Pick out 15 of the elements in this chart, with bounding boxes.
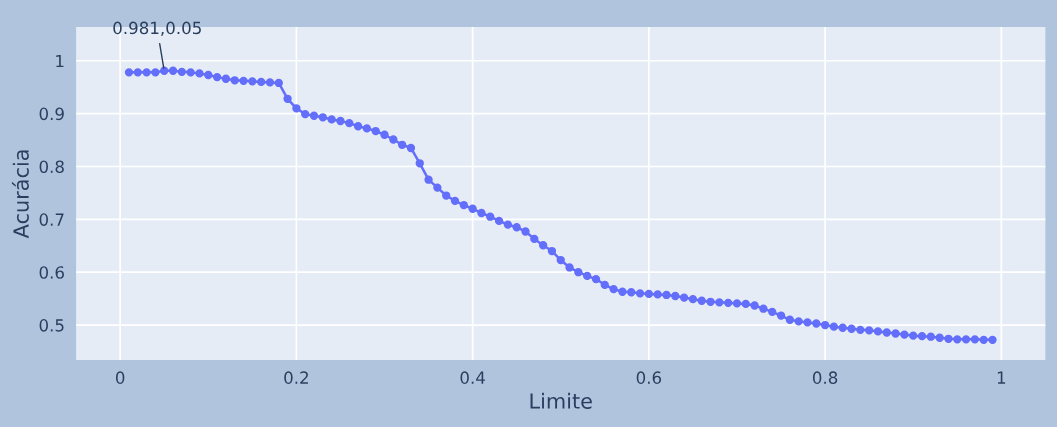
x-tick-label: 0.4 [460, 371, 485, 384]
y-tick-label: 0.9 [39, 107, 64, 121]
x-axis-title: Limite [530, 392, 592, 409]
annotation: 0.981,0.05 [113, 21, 201, 36]
y-tick-label: 1 [56, 54, 64, 68]
x-tick-label: 0.6 [636, 371, 662, 384]
x-tick-label: 1 [997, 371, 1006, 384]
y-axis-title: Acurácia [11, 150, 29, 239]
y-tick-label: 0.5 [39, 319, 64, 332]
x-tick-label: 0.8 [812, 371, 838, 384]
y-tick-label: 0.7 [39, 213, 64, 226]
x-tick-label: 0 [115, 371, 125, 384]
y-tick-label: 0.8 [39, 160, 64, 174]
y-tick-label: 0.6 [39, 266, 64, 279]
x-tick-label: 0.2 [284, 371, 308, 384]
